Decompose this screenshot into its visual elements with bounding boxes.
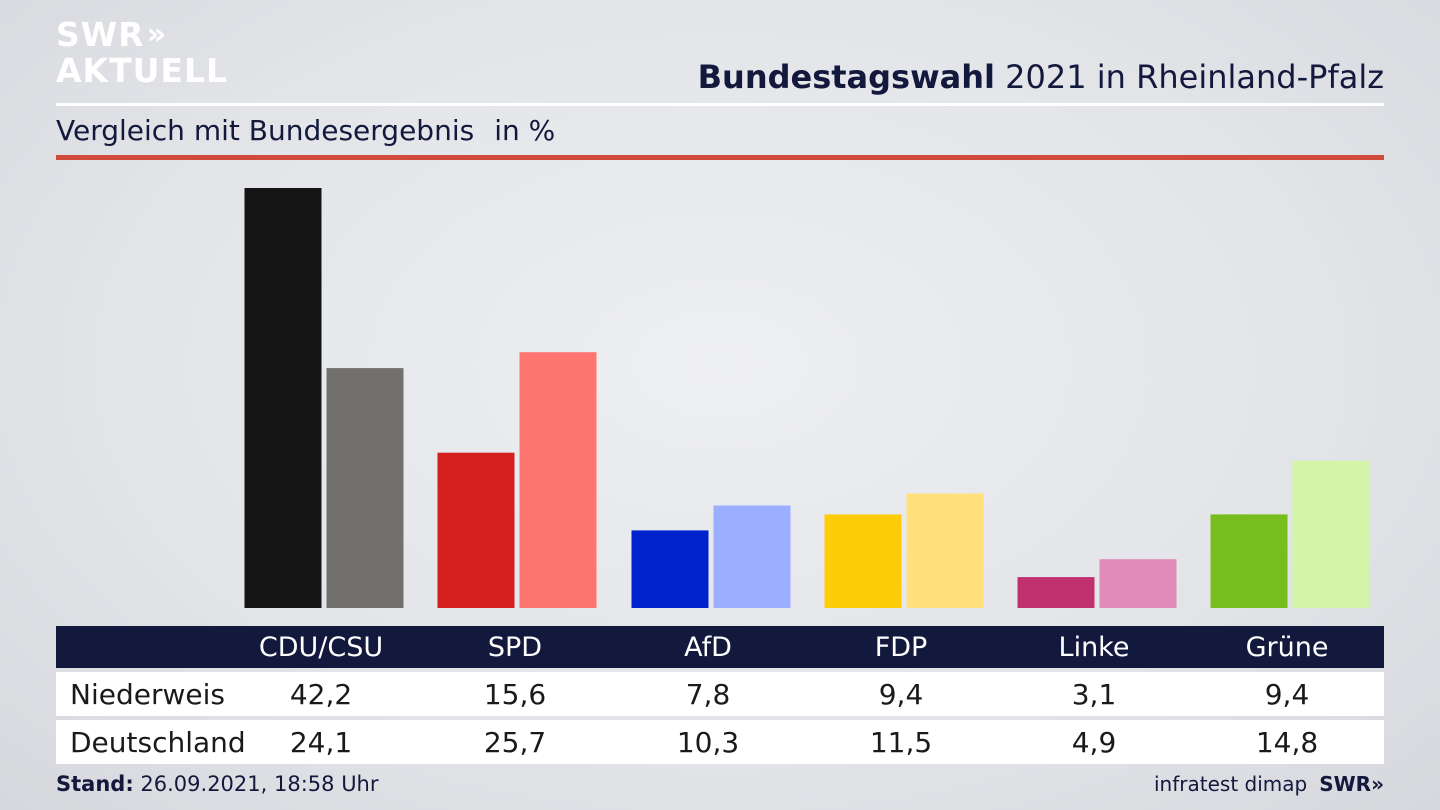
table-cell: 9,4 [1264, 677, 1310, 711]
table-row-deutschland: Deutschland 24,1 25,7 10,3 11,5 4,9 14,8 [56, 720, 1384, 764]
column-header-1: CDU/CSU [258, 631, 384, 663]
swr-brand: SWR» [1319, 772, 1384, 796]
table-cell: 15,6 [483, 677, 547, 711]
column-header-5: Linke [1058, 631, 1130, 663]
bar-afd-deutschland [713, 505, 791, 608]
chart-subtitle: Vergleich mit Bundesergebnis in % [56, 114, 555, 147]
bar-linke-niederweis [1017, 577, 1095, 608]
bar-fdp-niederweis [824, 514, 902, 608]
table-cell: 42,2 [289, 677, 353, 711]
source-label: infratest dimap [1154, 772, 1308, 796]
bar-grüne-niederweis [1210, 514, 1288, 608]
table-cell: 10,3 [676, 725, 740, 759]
timestamp: Stand: 26.09.2021, 18:58 Uhr [56, 772, 379, 796]
swr-aktuell-logo: SWR» AKTUELL [56, 18, 228, 87]
column-header-2: SPD [487, 631, 543, 663]
subtitle-text: Vergleich mit Bundesergebnis [56, 114, 475, 147]
logo-line1: SWR [56, 15, 145, 54]
accent-divider [56, 155, 1384, 160]
table-cell: 9,4 [878, 677, 924, 711]
table-cell: 24,1 [289, 725, 353, 759]
results-table: CDU/CSU SPD AfD FDP Linke Grüne Niederweis 42,… [56, 626, 1384, 764]
table-cell: 11,5 [869, 725, 933, 759]
swr-brand-text: SWR [1319, 772, 1372, 796]
table-row-niederweis: Niederweis 42,2 15,6 7,8 9,4 3,1 9,4 [56, 672, 1384, 716]
bar-fdp-deutschland [906, 493, 984, 608]
bar-linke-deutschland [1099, 559, 1177, 608]
table-cell: 25,7 [483, 725, 547, 759]
table-cell: 7,8 [685, 677, 731, 711]
title-rest: 2021 in Rheinland-Pfalz [1005, 58, 1384, 96]
bar-cdu-csu-niederweis [244, 188, 322, 608]
bar-afd-niederweis [631, 530, 709, 608]
column-header-4: FDP [874, 631, 928, 663]
table-cell: 3,1 [1071, 677, 1117, 711]
bar-spd-deutschland [519, 352, 597, 608]
column-header-3: AfD [684, 631, 732, 663]
swr-brand-chevrons: » [1371, 772, 1384, 796]
title-bold: Bundestagswahl [697, 58, 995, 96]
stand-value: 26.09.2021, 18:58 Uhr [140, 772, 379, 796]
stand-label: Stand: [56, 772, 134, 796]
column-header-6: Grüne [1245, 631, 1329, 663]
bar-spd-niederweis [437, 452, 515, 608]
page-title: Bundestagswahl 2021 in Rheinland-Pfalz [698, 58, 1384, 96]
table-cell: 4,9 [1071, 725, 1117, 759]
bar-cdu-csu-deutschland [326, 368, 404, 608]
table-cell: 14,8 [1255, 725, 1319, 759]
table-header: CDU/CSU SPD AfD FDP Linke Grüne [56, 626, 1384, 668]
unit-label: in % [494, 114, 556, 147]
title-divider [56, 103, 1384, 106]
row-label: Deutschland [70, 725, 246, 759]
row-label: Niederweis [70, 677, 225, 711]
logo-line2: AKTUELL [56, 51, 229, 90]
bar-grüne-deutschland [1292, 460, 1370, 608]
source-credit: infratest dimap SWR» [1154, 772, 1384, 796]
